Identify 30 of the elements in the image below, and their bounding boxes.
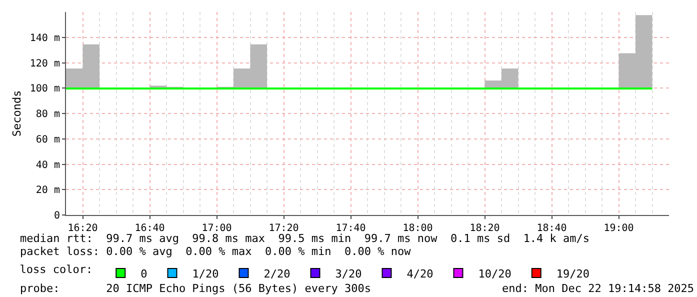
x-tick-label: 16:40 <box>134 223 165 234</box>
x-tick-label: 17:00 <box>202 223 232 234</box>
y-tick-label: 60 m <box>36 134 60 146</box>
y-tick-label: 20 m <box>36 185 60 196</box>
y-tick-label: 140 m <box>30 32 60 44</box>
legend-label: 0 <box>140 267 148 280</box>
y-axis-title: Seconds <box>10 90 24 137</box>
legend-label: 3/20 <box>335 267 362 280</box>
y-tick-label: 80 m <box>36 109 60 120</box>
text: probe: 20 ICMP Echo Pings (56 Bytes) every 300s <box>20 282 371 295</box>
text: end: Mon Dec 22 19:14:58 2025 <box>502 282 694 295</box>
text: packet loss: 0.00 % avg 0.00 % max 0.00 % min 0.00 % now <box>20 245 412 258</box>
legend-label: 19/20 <box>556 267 590 280</box>
x-tick-label: 19:00 <box>604 223 634 234</box>
x-tick-label: 17:20 <box>268 223 299 234</box>
legend-title: loss color: <box>20 262 93 276</box>
x-tick-label: 17:40 <box>336 223 366 234</box>
y-tick-label: 40 m <box>36 160 60 171</box>
y-tick-label: 100 m <box>30 84 60 95</box>
legend-label: 10/20 <box>478 267 512 280</box>
x-tick-label: 18:20 <box>470 223 500 234</box>
legend-label: 2/20 <box>264 267 290 280</box>
x-tick-label: 16:20 <box>68 223 98 234</box>
x-tick-label: 18:00 <box>402 223 433 234</box>
x-tick-label: 18:40 <box>536 223 567 234</box>
y-tick-label: 120 m <box>30 58 60 70</box>
text: median rtt: 99.7 ms avg 99.8 ms max 99.5 ms min 99.7 ms now 0.1 ms sd 1.4 k am/s <box>20 232 590 245</box>
y-tick-label: 0 <box>54 210 60 222</box>
legend-label: 1/20 <box>192 267 219 280</box>
legend-label: 4/20 <box>406 267 434 280</box>
